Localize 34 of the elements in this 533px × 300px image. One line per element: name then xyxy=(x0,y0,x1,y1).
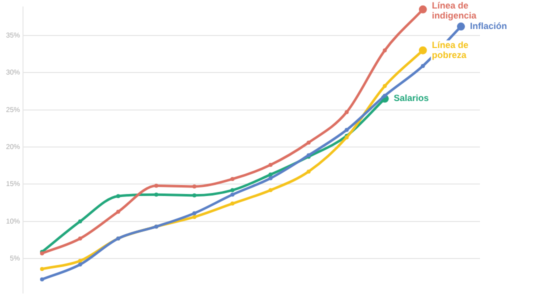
point xyxy=(116,210,120,214)
point xyxy=(344,128,349,132)
series-label: Línea de indigencia xyxy=(432,0,478,20)
point xyxy=(230,188,234,192)
point xyxy=(192,214,196,219)
point xyxy=(40,267,44,271)
point xyxy=(154,192,158,197)
point xyxy=(192,211,196,216)
point xyxy=(230,202,234,206)
point xyxy=(78,258,82,263)
point xyxy=(268,172,273,177)
point xyxy=(420,64,425,68)
point xyxy=(230,177,234,182)
point xyxy=(192,193,196,198)
point xyxy=(230,192,234,197)
point xyxy=(192,184,196,188)
series-label: Salarios xyxy=(394,93,429,104)
point xyxy=(78,262,82,267)
point xyxy=(306,140,311,145)
point xyxy=(154,184,158,188)
point xyxy=(268,162,273,167)
point xyxy=(382,48,387,52)
point xyxy=(344,110,349,114)
point xyxy=(78,236,82,241)
point xyxy=(40,277,44,282)
series-label: Línea de pobreza xyxy=(432,40,468,60)
point xyxy=(116,194,120,198)
point xyxy=(78,219,82,224)
point xyxy=(382,84,387,88)
point xyxy=(306,170,311,174)
point xyxy=(268,188,273,192)
series-label: Inflación xyxy=(470,21,507,32)
point xyxy=(382,94,387,98)
point xyxy=(268,176,273,180)
